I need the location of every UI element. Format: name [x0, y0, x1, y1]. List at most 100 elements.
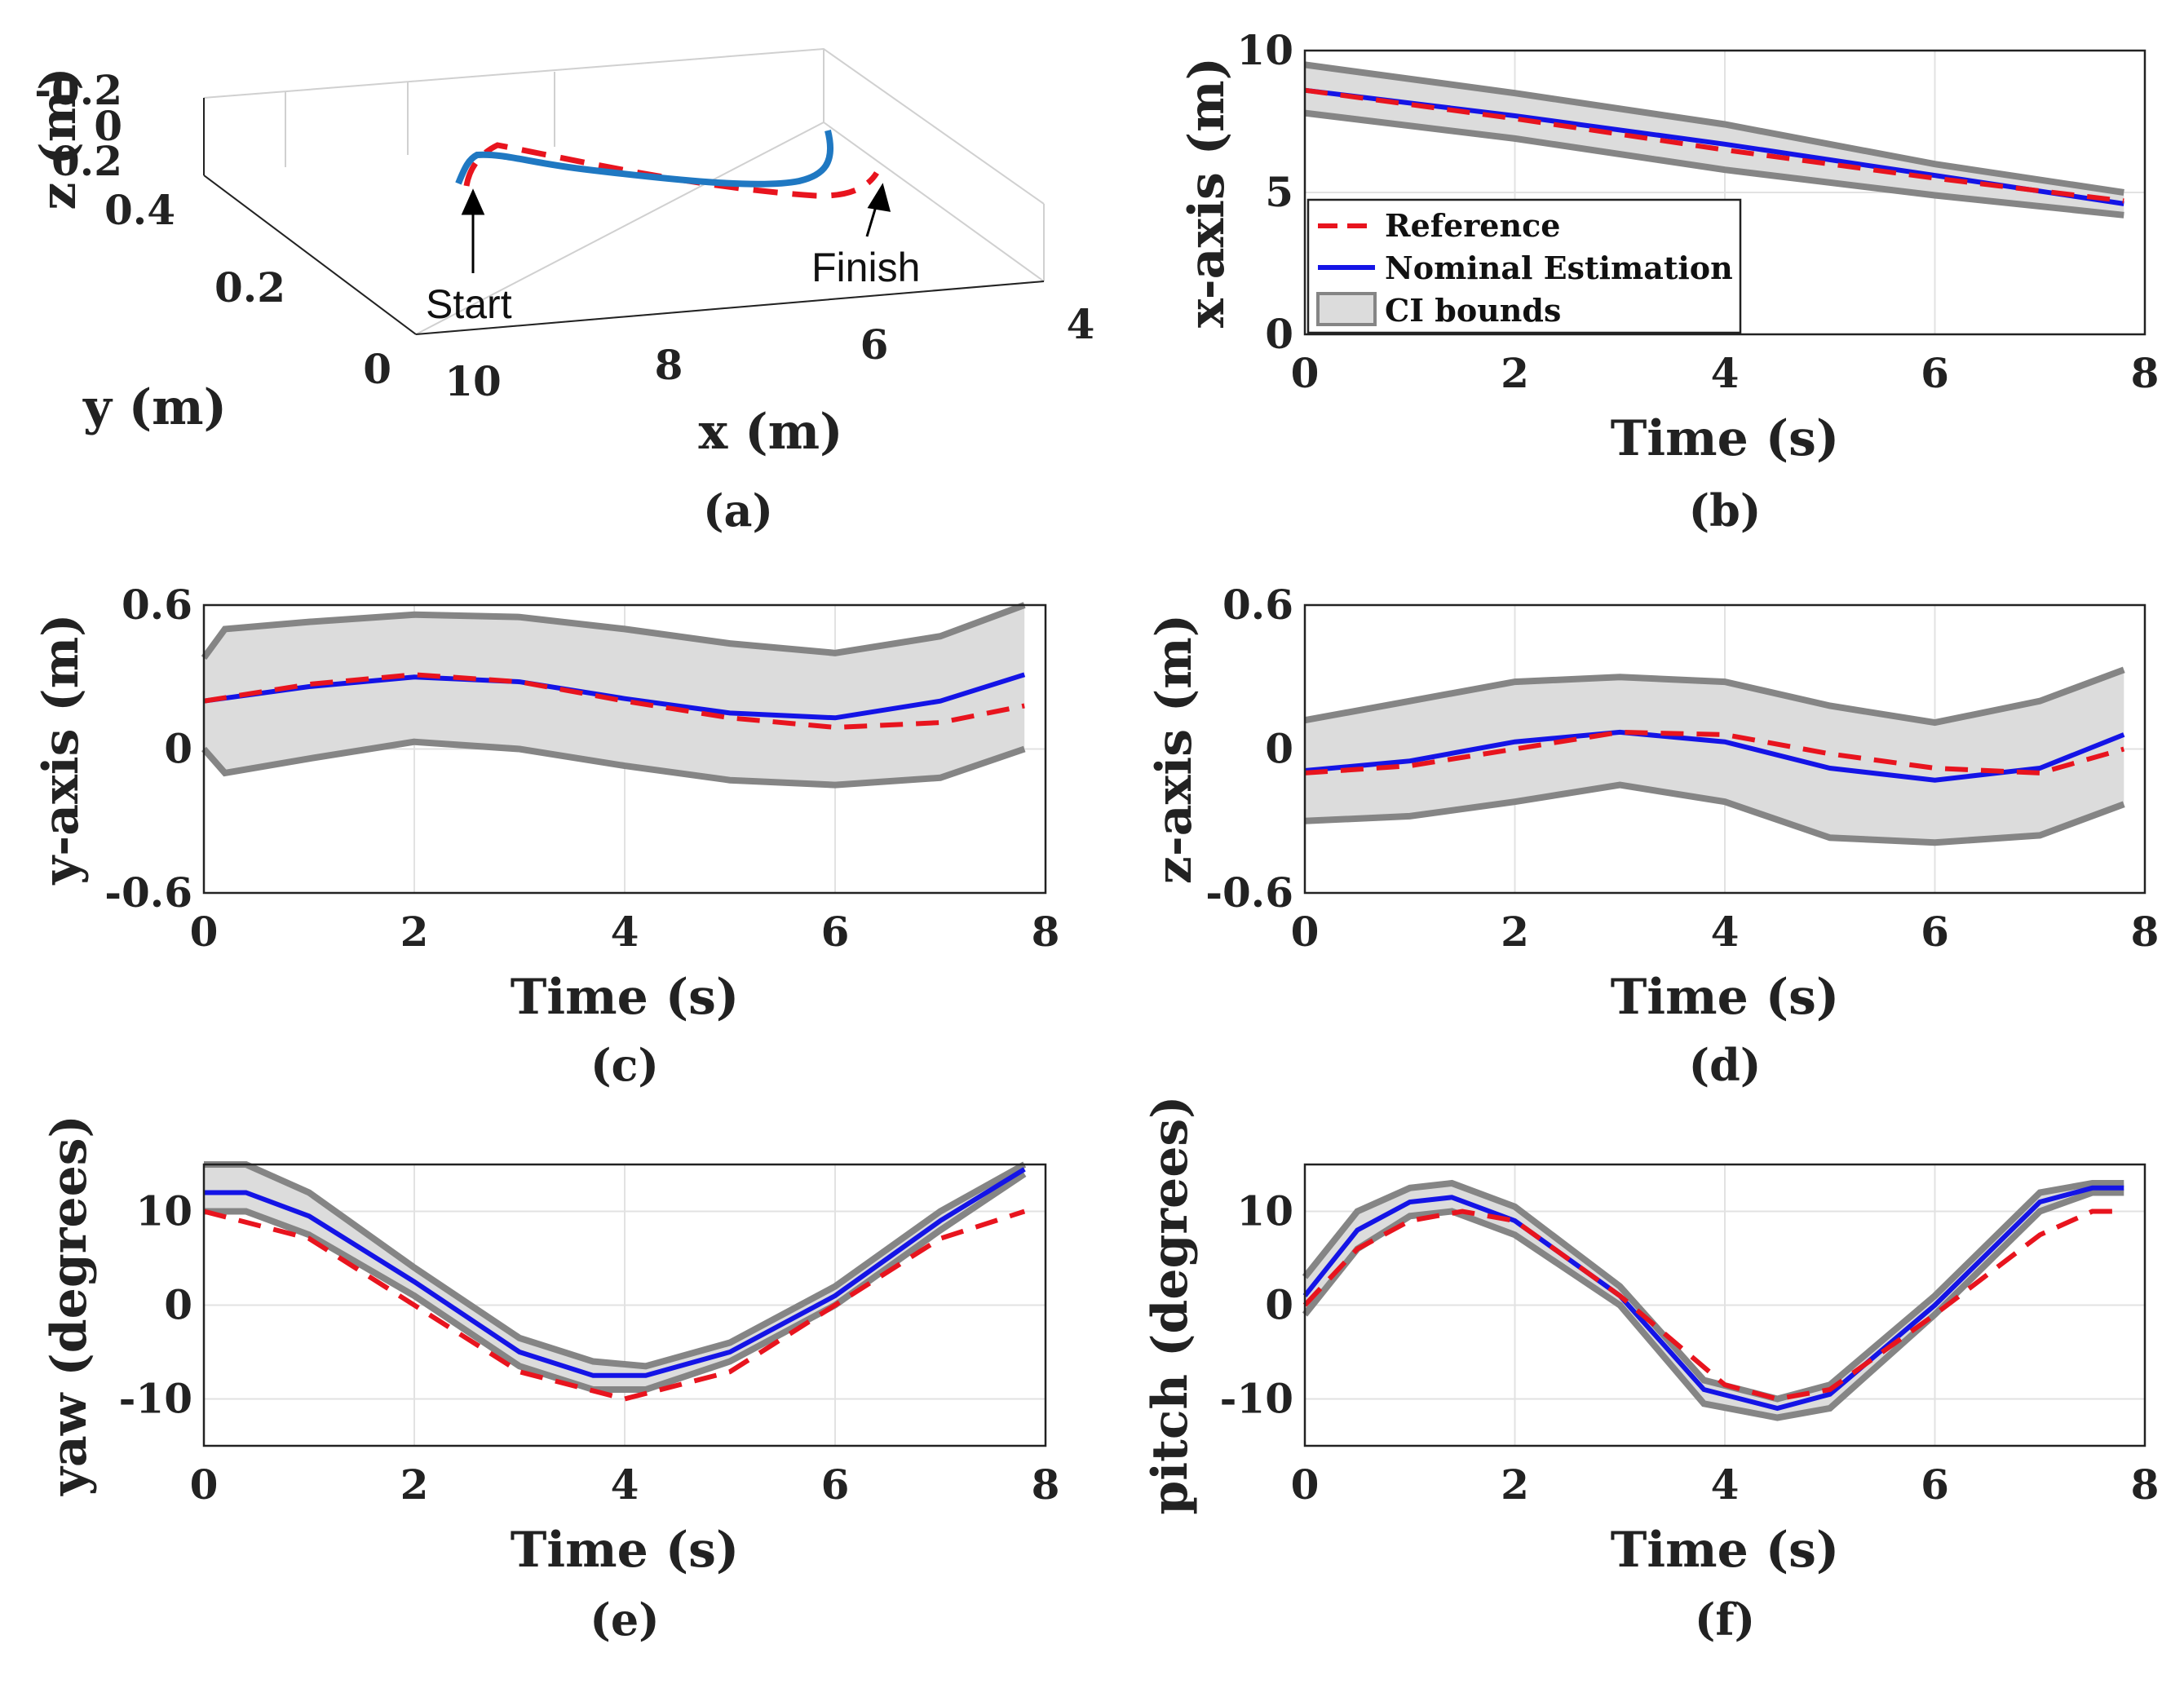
c-x-tick-label: 8: [1032, 908, 1060, 956]
f-ci-lower-bound: [1302, 1189, 2124, 1421]
d-nominal-estimation-line: [1304, 729, 2125, 783]
a-x-tick: 8: [655, 341, 683, 389]
e-ci-band: [204, 1164, 1025, 1390]
f-y-axis-label: pitch (degrees): [1142, 1095, 1199, 1514]
a-x-tick: 4: [1067, 300, 1095, 348]
d-x-tick-label: 2: [1501, 908, 1529, 956]
b-legend-entry: CI bounds: [1385, 292, 1561, 329]
a-x-tick: 6: [860, 320, 889, 369]
e-y-axis-label: yaw (degrees): [41, 1115, 98, 1496]
a-estimation-trajectory: [455, 130, 834, 188]
b-legend-box: [1306, 198, 1742, 334]
e-x-axis-label: Time (s): [511, 1522, 740, 1579]
e-x-tick-label: 2: [400, 1460, 429, 1509]
panel-e-label: (e): [590, 1593, 659, 1646]
a-x-axis: [415, 281, 1045, 335]
d-plot-frame: [1303, 603, 2146, 895]
e-ci-upper-bound: [204, 1161, 1027, 1370]
a-finish-annotation: Finish: [811, 245, 920, 290]
c-x-tick-label: 2: [400, 908, 429, 956]
e-plot-frame: [202, 1163, 1047, 1447]
c-plot-frame: [202, 603, 1047, 895]
b-y-axis-label: x-axis (m): [1178, 57, 1236, 328]
f-x-tick-label: 6: [1921, 1460, 1949, 1509]
a-finish-arrowhead: [867, 183, 891, 212]
a-grid-floor: [415, 122, 1045, 335]
b-x-tick-label: 4: [1711, 349, 1740, 397]
d-y-tick-label: -0.6: [1205, 868, 1293, 917]
b-legend-ci-swatch: [1316, 292, 1377, 326]
a-x-tick: 10: [444, 357, 502, 405]
f-x-tick-label: 4: [1711, 1460, 1740, 1509]
panel-d-label: (d): [1689, 1039, 1762, 1091]
c-y-axis-label: y-axis (m): [33, 613, 90, 885]
panel-b-x-axis-plot: 0 2 4 6 8 0 5 10 Time (s) x-axis (m) (b) Reference N…: [1178, 26, 2159, 537]
f-y-tick-label: 0: [1265, 1281, 1293, 1329]
d-x-tick-label: 4: [1711, 908, 1740, 956]
c-y-tick-label: 0.6: [122, 581, 192, 629]
e-reference-line: [203, 1209, 1026, 1402]
c-ci-lower-bound: [201, 738, 1026, 789]
f-plot-frame: [1303, 1163, 2146, 1447]
b-x-tick-label: 2: [1501, 349, 1529, 397]
c-x-tick-label: 0: [190, 908, 219, 956]
d-x-tick-label: 8: [2131, 908, 2160, 956]
a-z-tick: 0.2: [51, 137, 122, 185]
c-x-axis-label: Time (s): [511, 969, 740, 1026]
c-x-tick-label: 4: [611, 908, 639, 956]
c-x-tick-label: 6: [821, 908, 850, 956]
a-y-axis: [203, 175, 417, 335]
a-reference-trajectory: [463, 142, 879, 199]
f-ci-upper-bound: [1302, 1179, 2124, 1403]
a-y-axis-label: y (m): [82, 379, 227, 436]
a-x-axis-label: x (m): [699, 404, 843, 461]
panel-f-pitch-plot: 0 2 4 6 8 -10 0 10 Time (s) pitch (degrees) (f): [1142, 1095, 2159, 1646]
f-y-tick-label: 10: [1236, 1187, 1293, 1235]
f-x-tick-label: 8: [2131, 1460, 2160, 1509]
e-x-tick-label: 6: [821, 1460, 850, 1509]
e-y-tick-label: -10: [119, 1375, 192, 1423]
e-x-tick-label: 4: [611, 1460, 639, 1509]
b-x-tick-label: 0: [1291, 349, 1320, 397]
b-ci-upper-bound: [1304, 61, 2124, 196]
a-y-tick: 0.4: [104, 186, 175, 234]
c-nominal-estimation-line: [203, 672, 1026, 721]
f-ci-band: [1305, 1183, 2124, 1418]
d-y-tick-label: 0.6: [1222, 581, 1293, 629]
f-x-tick-label: 2: [1501, 1460, 1529, 1509]
a-z-tick: 0: [94, 102, 122, 150]
b-x-tick-label: 6: [1921, 349, 1949, 397]
panel-e-yaw-plot: 0 2 4 6 8 -10 0 10 Time (s) yaw (degrees) (e): [41, 1115, 1059, 1646]
b-reference-line: [1304, 87, 2124, 204]
d-x-tick-label: 0: [1291, 908, 1320, 956]
b-y-tick-label: 10: [1236, 26, 1293, 74]
panel-a-3d-trajectory: Start Finish -0.2 0 0.2 0.4 0.2 0 10 8 6…: [30, 47, 1095, 537]
b-plot-frame: [1303, 49, 2146, 336]
b-legend-entry: Nominal Estimation: [1385, 250, 1733, 286]
f-reference-line: [1302, 1209, 2124, 1402]
f-x-tick-label: 0: [1291, 1460, 1320, 1509]
e-x-tick-label: 0: [190, 1460, 219, 1509]
e-nominal-estimation-line: [204, 1167, 1026, 1378]
d-ci-upper-bound: [1304, 666, 2125, 727]
panel-b-label: (b): [1689, 484, 1762, 537]
b-y-tick-label: 5: [1265, 168, 1293, 216]
panel-c-label: (c): [590, 1039, 659, 1091]
panel-a-label: (a): [703, 484, 773, 537]
a-z-tick: -0.2: [34, 66, 122, 114]
e-y-tick-label: 10: [135, 1187, 192, 1235]
d-x-tick-label: 6: [1921, 908, 1949, 956]
e-x-tick-label: 8: [1032, 1460, 1060, 1509]
a-y-tick: 0.2: [214, 263, 285, 312]
d-ci-lower-bound: [1304, 781, 2125, 846]
a-z-axis-label: z (m): [30, 67, 87, 210]
f-nominal-estimation-line: [1302, 1185, 2124, 1412]
b-legend-entry: Reference: [1385, 207, 1560, 244]
f-x-axis-label: Time (s): [1611, 1522, 1840, 1579]
b-ci-lower-bound: [1304, 109, 2124, 219]
a-y-tick: 0: [363, 345, 391, 393]
b-x-tick-label: 8: [2131, 349, 2160, 397]
c-ci-upper-bound: [201, 602, 1026, 661]
